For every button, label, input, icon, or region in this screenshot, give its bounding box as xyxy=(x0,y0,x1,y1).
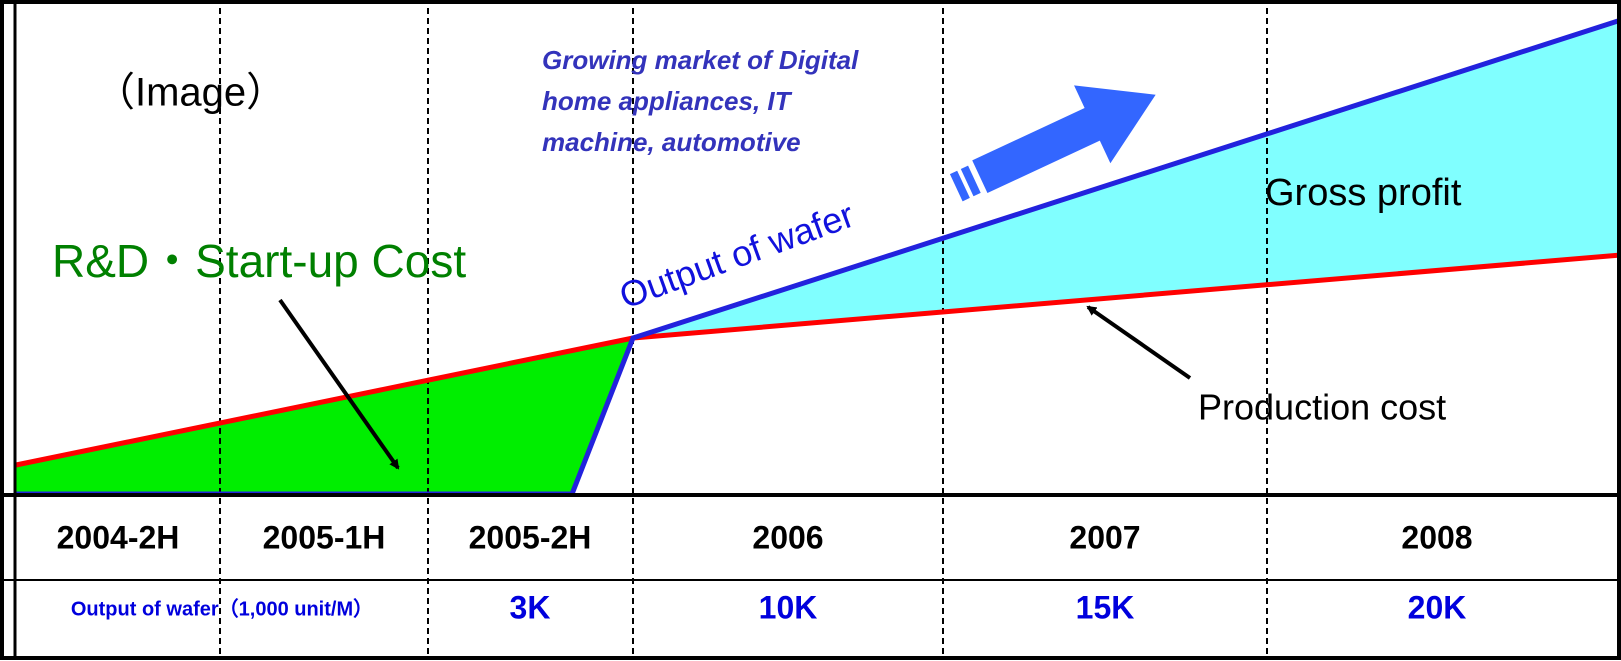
market-note: home appliances, IT xyxy=(542,86,793,116)
gross-profit-label: Gross profit xyxy=(1265,172,1462,214)
pointer-arrow xyxy=(1086,305,1192,380)
output-value: 3K xyxy=(510,589,551,625)
output-value: 15K xyxy=(1076,589,1135,625)
period: 2005-2H xyxy=(469,519,592,555)
period: 2007 xyxy=(1069,519,1140,555)
pointer-arrow xyxy=(278,298,400,470)
output-value: 10K xyxy=(759,589,818,625)
rd-cost-label: R&D・Start-up Cost xyxy=(52,235,466,287)
period: 2005-1H xyxy=(263,519,386,555)
period: 2004-2H xyxy=(57,519,180,555)
market-note: Growing market of Digital xyxy=(542,45,859,75)
rd-cost-area xyxy=(16,338,633,494)
output-value: 20K xyxy=(1408,589,1467,625)
period: 2006 xyxy=(752,519,823,555)
output-row-label: Output of wafer（1,000 unit/M） xyxy=(71,597,373,620)
period: 2008 xyxy=(1401,519,1472,555)
growth-arrow xyxy=(949,85,1156,202)
production-cost-label: Production cost xyxy=(1198,387,1446,428)
market-note: machine, automotive xyxy=(542,127,801,157)
image-label: （Image） xyxy=(95,71,286,115)
column-dividers xyxy=(219,8,1268,655)
